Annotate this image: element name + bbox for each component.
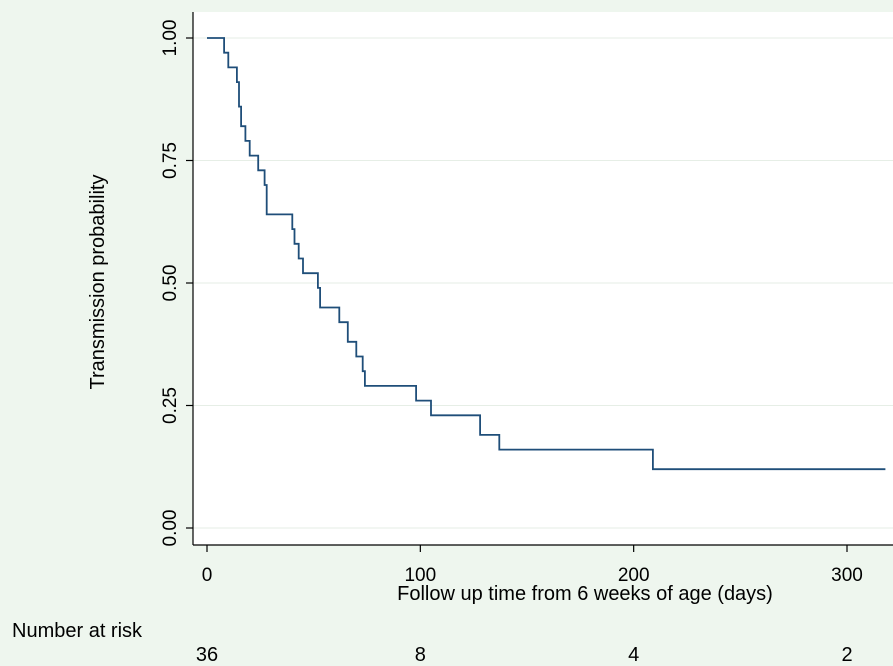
x-tick-label: 0 xyxy=(202,565,213,586)
axes xyxy=(192,12,893,546)
y-axis-title: Transmission probability xyxy=(87,175,109,390)
x-tick-label: 100 xyxy=(404,565,436,586)
x-tick-label: 200 xyxy=(618,565,650,586)
y-tick-label: 1.00 xyxy=(160,20,181,57)
grid xyxy=(193,37,893,529)
series xyxy=(207,37,886,471)
x-tick-label: 300 xyxy=(831,565,863,586)
number-at-risk-value: 36 xyxy=(196,644,218,666)
number-at-risk-value: 2 xyxy=(841,644,852,666)
survival-curve xyxy=(207,37,886,471)
x-axis-title: Follow up time from 6 weeks of age (days… xyxy=(397,583,773,605)
ticks: 0.00 0.25 0.50 0.75 1.00 0 100 200 300 xyxy=(160,20,863,586)
y-tick-label: 0.00 xyxy=(160,510,181,547)
number-at-risk-value: 8 xyxy=(415,644,426,666)
risk-table: 36 8 4 2 xyxy=(196,644,853,666)
y-tick-label: 0.25 xyxy=(160,387,181,424)
plot-background xyxy=(193,12,893,545)
y-tick-label: 0.75 xyxy=(160,142,181,179)
number-at-risk-value: 4 xyxy=(628,644,639,666)
number-at-risk-label: Number at risk xyxy=(12,620,143,642)
y-tick-label: 0.50 xyxy=(160,265,181,302)
